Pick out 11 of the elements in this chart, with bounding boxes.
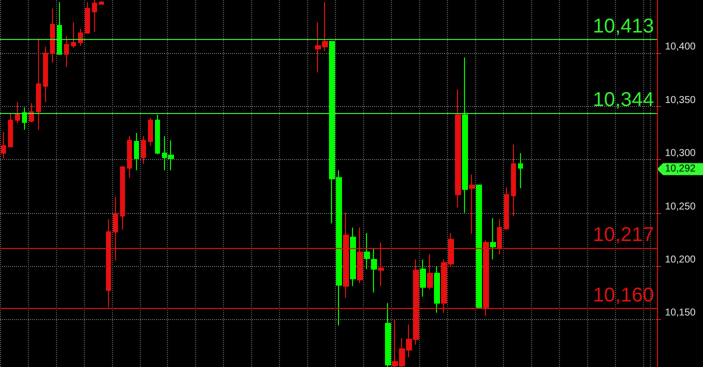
ref-line-label: 10,413 <box>592 15 654 38</box>
y-tick-label: 10,300 <box>665 148 696 160</box>
y-tick-label: 10,250 <box>665 201 696 212</box>
text: 10,292 <box>665 164 696 175</box>
y-tick-label: 10,400 <box>665 42 696 53</box>
ref-line-label: 10,344 <box>592 88 654 111</box>
ref-line-label: 10,160 <box>592 284 654 306</box>
y-tick-label: 10,150 <box>665 308 696 319</box>
y-tick-label: 10,200 <box>665 254 696 266</box>
y-tick-label: 10,350 <box>665 94 696 106</box>
ref-line-label: 10,217 <box>592 224 654 246</box>
